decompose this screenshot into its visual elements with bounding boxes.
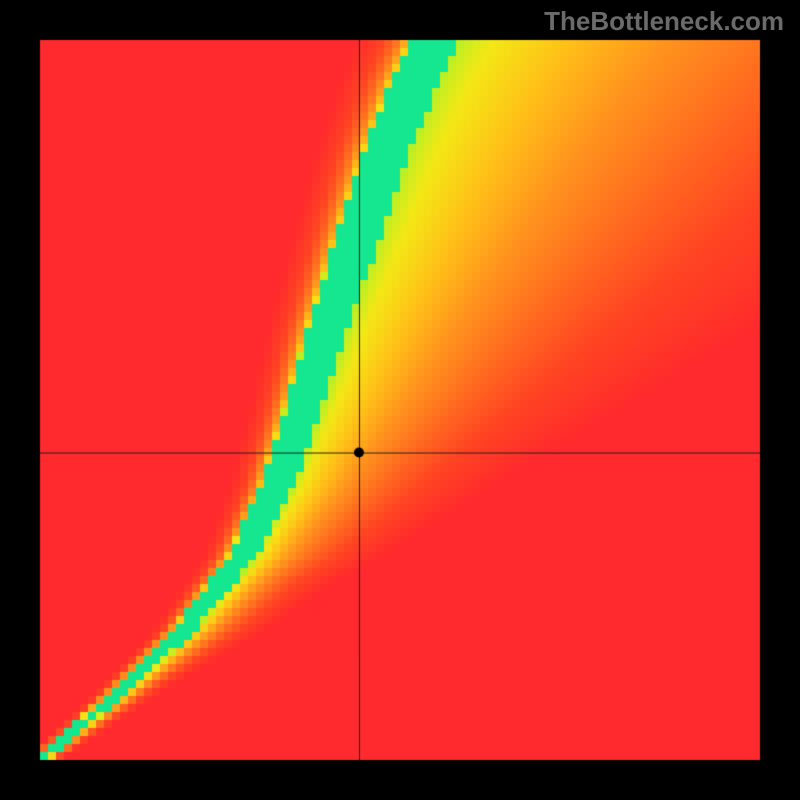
chart-container: TheBottleneck.com xyxy=(0,0,800,800)
bottleneck-heatmap xyxy=(0,0,800,800)
watermark-text: TheBottleneck.com xyxy=(544,6,784,37)
